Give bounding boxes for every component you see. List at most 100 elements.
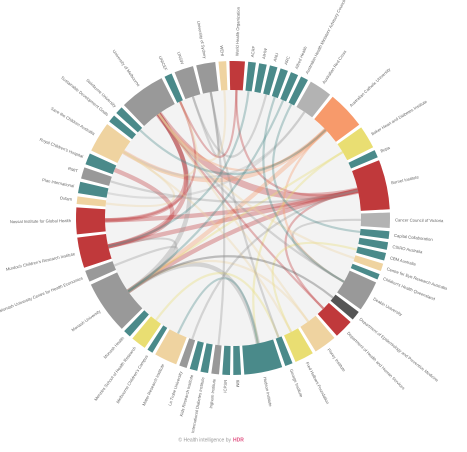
node-label: Burnet Institute xyxy=(391,174,420,185)
arc xyxy=(85,153,117,175)
arc xyxy=(242,339,283,375)
arc xyxy=(85,261,117,282)
arc xyxy=(337,270,377,310)
link xyxy=(127,259,310,323)
inner-disc xyxy=(105,90,361,346)
node-label: Department of Epidemiology and Preventiv… xyxy=(358,317,440,384)
arc xyxy=(77,234,112,268)
arc xyxy=(76,207,106,235)
arc xyxy=(222,345,231,375)
node-label: Australian Red Cross xyxy=(321,49,347,85)
arc xyxy=(352,160,390,211)
link xyxy=(252,151,344,344)
link xyxy=(157,113,327,172)
arc xyxy=(229,61,245,91)
arc xyxy=(348,150,378,169)
node-label: World Health Organization xyxy=(234,6,240,56)
node-label: Oxfam xyxy=(60,195,73,201)
arc xyxy=(300,315,335,352)
arc xyxy=(296,81,331,118)
node-label: CBM Australia xyxy=(389,255,417,267)
node-label: ACRF xyxy=(250,45,256,57)
node-label: International Diabetes Institute xyxy=(190,376,205,433)
arc xyxy=(263,65,278,96)
link xyxy=(262,96,345,283)
node-label: CSIRO Australia xyxy=(392,244,424,254)
link xyxy=(157,90,227,162)
arc xyxy=(109,115,137,140)
arc xyxy=(284,328,313,362)
link xyxy=(104,188,359,223)
arc xyxy=(288,76,308,106)
link xyxy=(107,112,189,249)
node-label: RMIT xyxy=(67,166,79,174)
link xyxy=(209,91,226,346)
link xyxy=(235,90,359,197)
arc xyxy=(358,237,389,250)
arc xyxy=(356,246,387,261)
link xyxy=(127,255,334,299)
link xyxy=(126,112,192,294)
node-label: Swinburne University xyxy=(85,78,118,109)
arc xyxy=(317,302,351,336)
arc xyxy=(218,61,228,91)
node-label: Capital Collaboration xyxy=(394,233,434,242)
link xyxy=(271,241,358,333)
link xyxy=(271,103,361,234)
footer-text: © Health intelligence by xyxy=(178,436,231,443)
node-label: ARC xyxy=(283,56,291,66)
node-label: Nossal Institute for Global Health xyxy=(10,218,72,224)
footer-brand: HDR xyxy=(233,437,244,443)
link xyxy=(126,128,328,294)
arc xyxy=(245,61,256,92)
node-label: Monash University Centre for Health Econ… xyxy=(0,276,83,314)
node-label: University of Sydney xyxy=(196,20,208,59)
arc xyxy=(200,343,213,374)
node-label: University of Melbourne xyxy=(112,49,142,88)
node-label: Monash Health xyxy=(102,335,125,360)
arc xyxy=(90,272,143,329)
arc xyxy=(76,196,107,207)
arc xyxy=(360,212,390,228)
link xyxy=(105,101,197,222)
link xyxy=(110,180,359,204)
node-label: WEHI xyxy=(219,45,225,56)
node-label: UNICEF xyxy=(158,55,169,72)
node-label: Hudson Institute xyxy=(262,376,273,407)
arc xyxy=(350,263,380,280)
link xyxy=(126,188,359,294)
link xyxy=(155,111,359,200)
link xyxy=(113,245,179,293)
node-label: Department of Health and Human Services xyxy=(346,331,406,391)
node-label: AIHW xyxy=(261,48,268,60)
node-label: Plan International xyxy=(42,177,75,188)
arc xyxy=(124,310,149,337)
arc xyxy=(116,107,143,133)
link xyxy=(104,112,188,223)
arc xyxy=(174,66,201,100)
node-label: Deakin University xyxy=(372,296,404,317)
link xyxy=(284,189,359,310)
arc xyxy=(233,345,242,375)
link xyxy=(291,218,362,283)
link xyxy=(105,150,175,208)
link xyxy=(157,113,325,310)
node-label: Fred Hollows Foundation xyxy=(305,361,331,405)
arc xyxy=(337,127,374,161)
arc xyxy=(132,316,162,348)
arc xyxy=(280,72,299,102)
node-label: Mater Research Institute xyxy=(141,362,165,406)
link xyxy=(179,90,238,158)
link xyxy=(127,99,285,293)
node-label: Save the Children Australia xyxy=(50,106,96,137)
link xyxy=(126,262,261,344)
node-label: Monash University xyxy=(70,308,102,332)
arc xyxy=(211,344,222,375)
node-label: Cancer Council of Victoria xyxy=(395,217,444,223)
arc xyxy=(147,325,168,353)
link xyxy=(157,113,355,260)
node-label: Baker Heart and Diabetes Institute xyxy=(370,99,428,137)
link xyxy=(127,151,344,293)
arc xyxy=(353,255,384,272)
